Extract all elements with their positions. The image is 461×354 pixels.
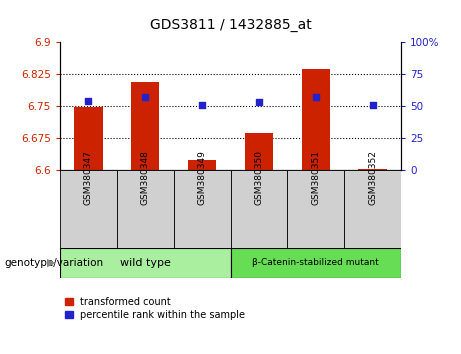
Text: β-Catenin-stabilized mutant: β-Catenin-stabilized mutant xyxy=(253,258,379,267)
Bar xyxy=(358,169,387,170)
Point xyxy=(312,95,319,100)
Point xyxy=(198,102,206,108)
FancyBboxPatch shape xyxy=(174,170,230,248)
FancyBboxPatch shape xyxy=(344,170,401,248)
Bar xyxy=(188,160,216,170)
FancyBboxPatch shape xyxy=(60,170,117,248)
Point xyxy=(85,98,92,104)
Bar xyxy=(74,107,102,170)
Text: genotype/variation: genotype/variation xyxy=(5,258,104,268)
Text: GSM380349: GSM380349 xyxy=(198,150,207,205)
Text: GDS3811 / 1432885_at: GDS3811 / 1432885_at xyxy=(150,18,311,32)
Point xyxy=(255,99,263,105)
Bar xyxy=(131,81,160,170)
Text: GSM380352: GSM380352 xyxy=(368,150,377,205)
FancyBboxPatch shape xyxy=(230,248,401,278)
FancyBboxPatch shape xyxy=(287,170,344,248)
Point xyxy=(142,95,149,100)
Text: wild type: wild type xyxy=(120,258,171,268)
Point xyxy=(369,102,376,108)
Text: GSM380350: GSM380350 xyxy=(254,150,263,205)
FancyBboxPatch shape xyxy=(60,248,230,278)
Text: GSM380348: GSM380348 xyxy=(141,150,150,205)
Text: ▶: ▶ xyxy=(47,258,55,268)
Bar xyxy=(245,133,273,170)
Text: GSM380347: GSM380347 xyxy=(84,150,93,205)
Bar xyxy=(301,69,330,170)
Legend: transformed count, percentile rank within the sample: transformed count, percentile rank withi… xyxy=(65,297,245,320)
FancyBboxPatch shape xyxy=(230,170,287,248)
FancyBboxPatch shape xyxy=(117,170,174,248)
Text: GSM380351: GSM380351 xyxy=(311,150,320,205)
